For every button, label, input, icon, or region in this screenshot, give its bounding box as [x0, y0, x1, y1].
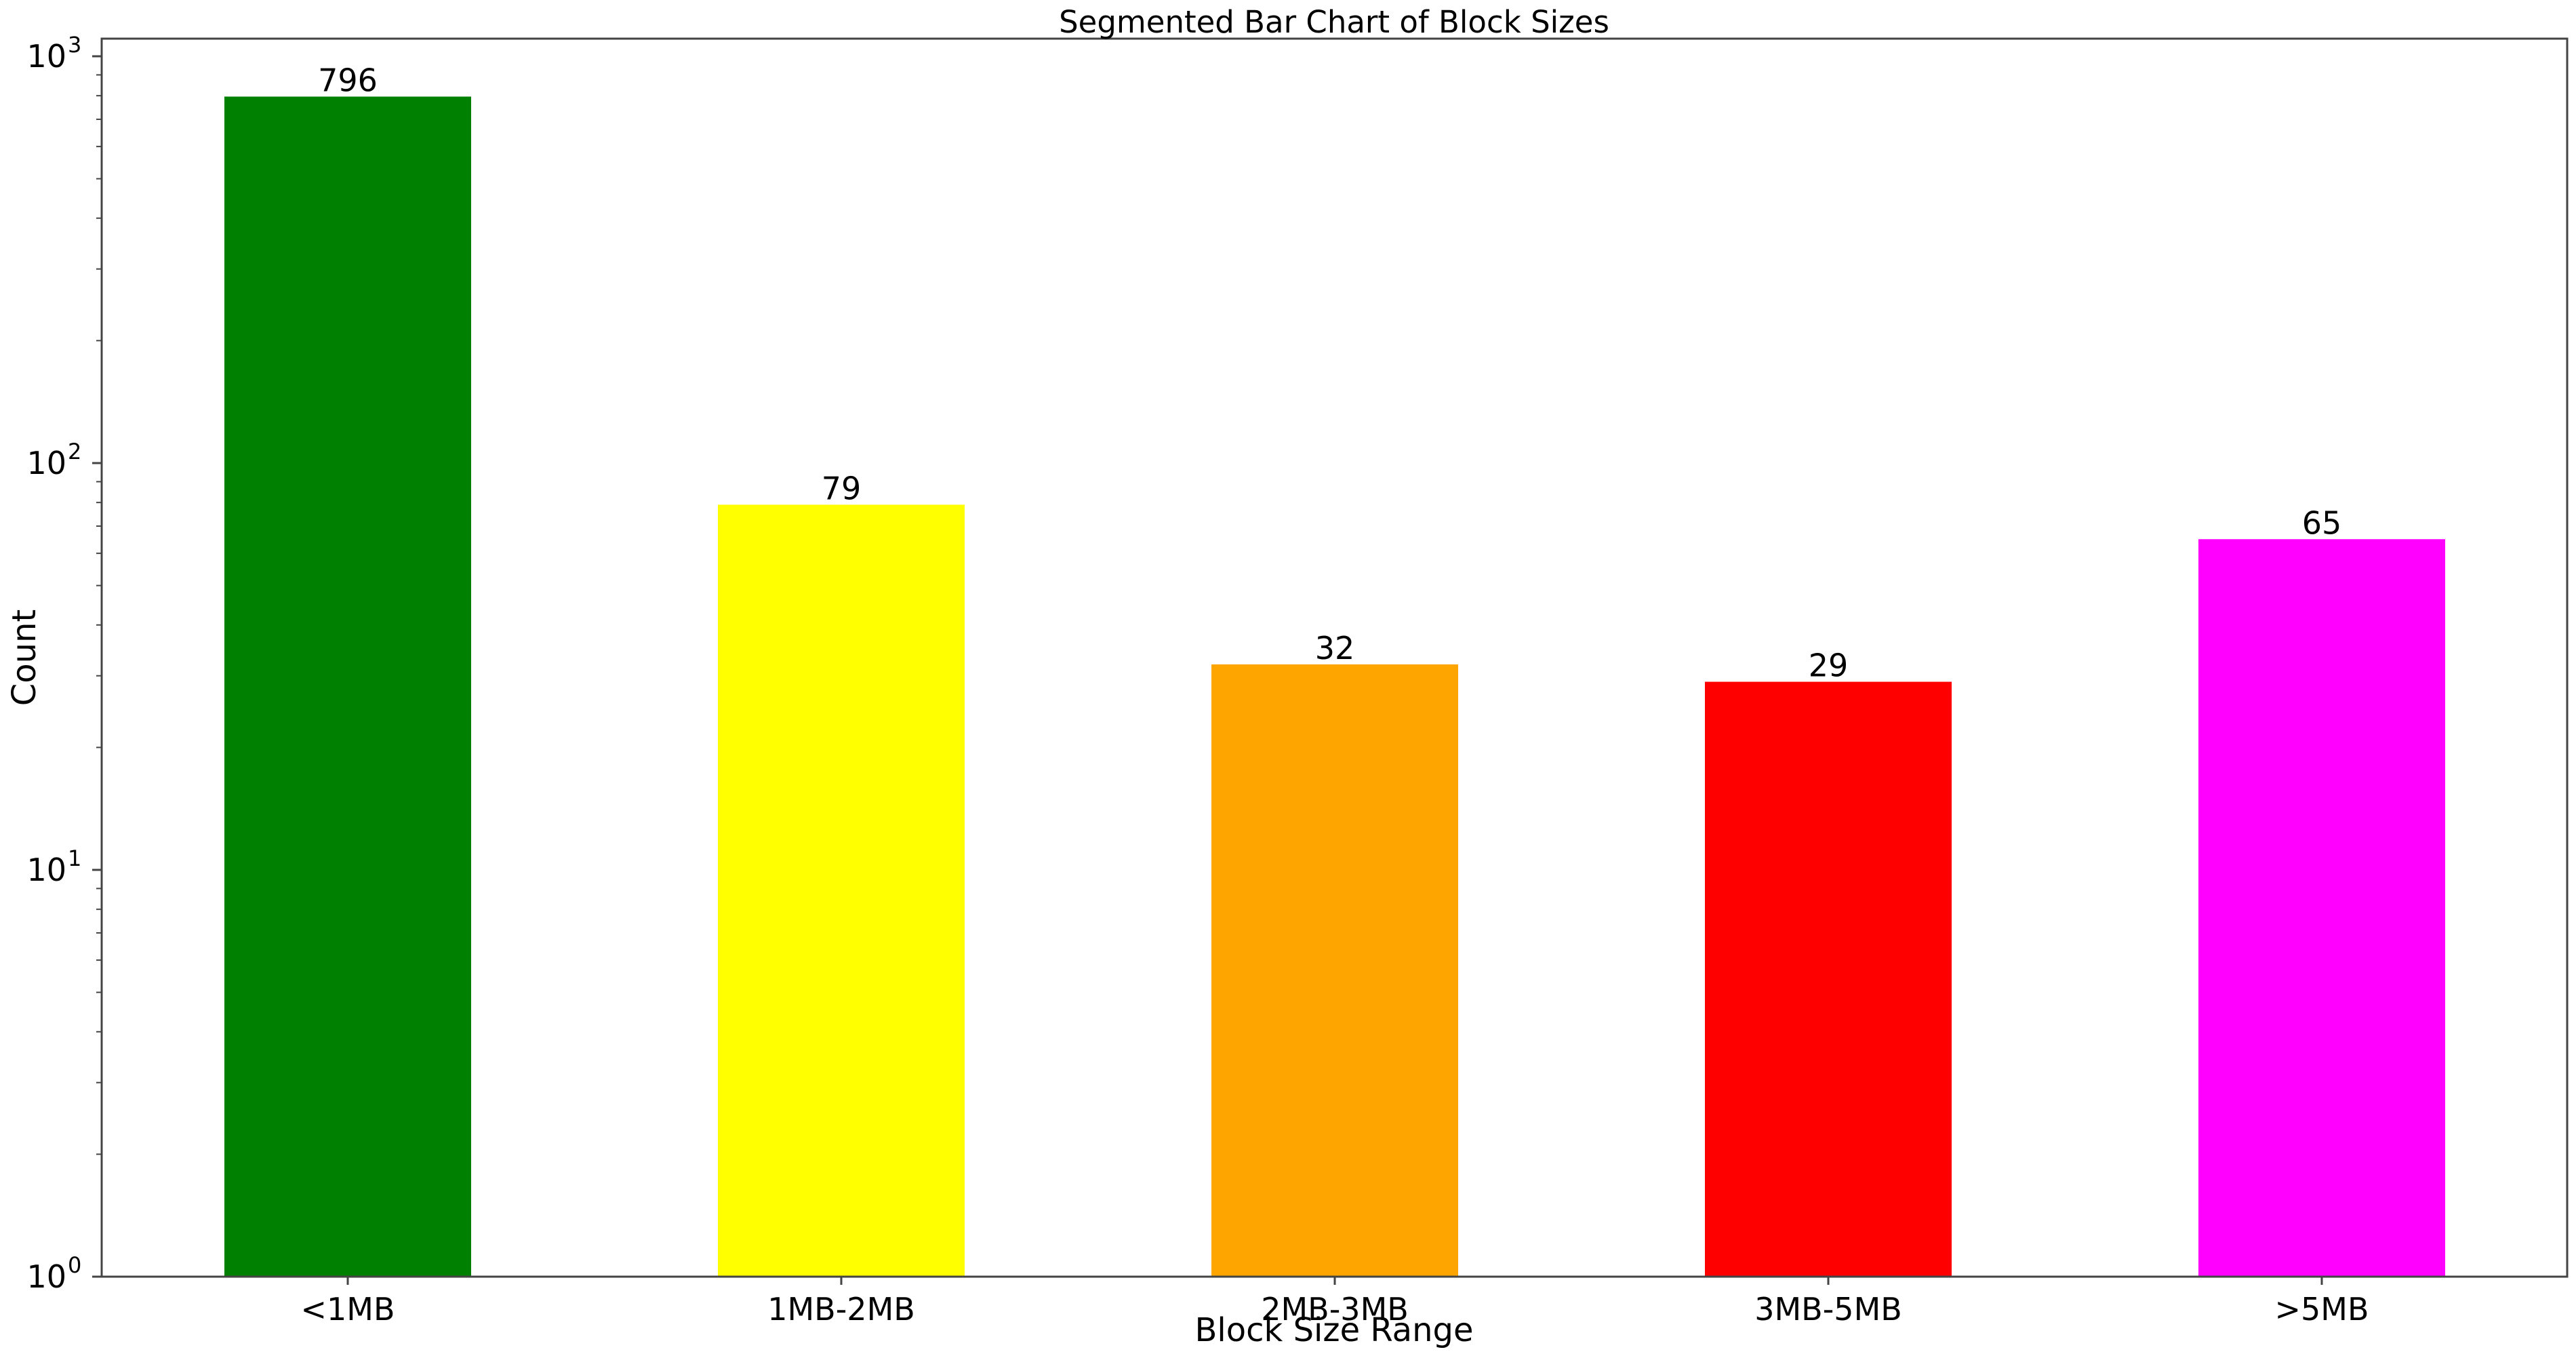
- chart-title: Segmented Bar Chart of Block Sizes: [1059, 4, 1609, 40]
- data-label: 32: [1315, 630, 1355, 666]
- plot-frame: [100, 37, 2569, 1278]
- x-tick-label: 2MB-3MB: [1261, 1291, 1409, 1328]
- y-tick-label: 10: [26, 852, 66, 888]
- y-tick-exponent: 0: [68, 1252, 81, 1278]
- bar: [2198, 539, 2445, 1277]
- y-axis-label: Count: [5, 610, 43, 706]
- y-tick-exponent: 3: [68, 32, 81, 58]
- bars: [224, 96, 2445, 1277]
- bar: [1705, 681, 1952, 1277]
- x-tick-label: 1MB-2MB: [767, 1291, 915, 1328]
- x-ticks: <1MB 1MB-2MB 2MB-3MB 3MB-5MB >5MB: [300, 1277, 2369, 1328]
- data-label: 796: [318, 62, 378, 98]
- x-tick-label: 3MB-5MB: [1754, 1291, 1902, 1328]
- y-tick-exponent: 2: [68, 439, 81, 464]
- data-label: 65: [2302, 504, 2342, 541]
- data-label: 29: [1809, 647, 1849, 684]
- y-tick-exponent: 1: [68, 845, 81, 871]
- x-tick-label: >5MB: [2274, 1291, 2369, 1328]
- x-axis-label: Block Size Range: [1195, 1311, 1474, 1349]
- data-label: 79: [822, 470, 862, 506]
- data-labels: 796 79 32 29 65: [318, 62, 2341, 683]
- y-tick-label: 10: [26, 38, 66, 75]
- bar: [224, 96, 471, 1277]
- bar: [718, 504, 965, 1277]
- y-tick-label: 10: [26, 1258, 66, 1295]
- bar: [1211, 664, 1458, 1277]
- x-tick-label: <1MB: [300, 1291, 395, 1328]
- y-tick-label: 10: [26, 445, 66, 481]
